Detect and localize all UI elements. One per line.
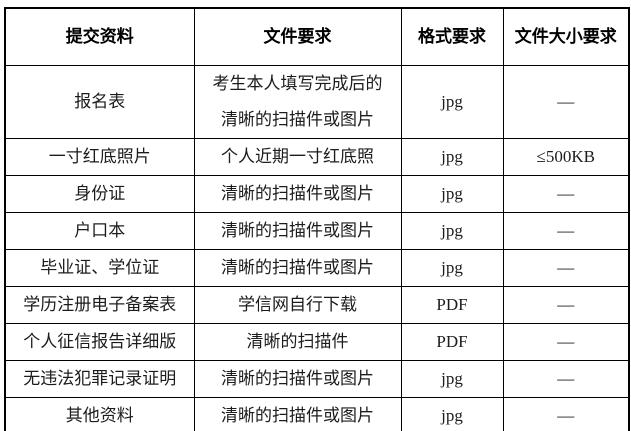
material-cell: 个人征信报告详细版 bbox=[4, 323, 195, 361]
requirement-cell: 清晰的扫描件 bbox=[193, 323, 402, 361]
size-cell: — bbox=[502, 65, 630, 139]
format-cell: jpg bbox=[400, 249, 504, 287]
format-cell: jpg bbox=[400, 397, 504, 431]
requirement-cell: 清晰的扫描件或图片 bbox=[193, 397, 402, 431]
requirement-cell: 清晰的扫描件或图片 bbox=[193, 360, 402, 398]
size-cell: — bbox=[502, 175, 630, 213]
size-cell: — bbox=[502, 249, 630, 287]
table-row: 户口本 清晰的扫描件或图片 jpg — bbox=[4, 212, 630, 250]
format-cell: jpg bbox=[400, 65, 504, 139]
table-row: 一寸红底照片 个人近期一寸红底照 jpg ≤500KB bbox=[4, 138, 630, 176]
size-cell: — bbox=[502, 323, 630, 361]
header-row: 提交资料 文件要求 格式要求 文件大小要求 bbox=[4, 7, 630, 66]
column-header-file-requirement: 文件要求 bbox=[193, 7, 402, 66]
material-cell: 毕业证、学位证 bbox=[4, 249, 195, 287]
size-cell: — bbox=[502, 212, 630, 250]
format-cell: jpg bbox=[400, 212, 504, 250]
format-cell: PDF bbox=[400, 286, 504, 324]
requirement-cell: 清晰的扫描件或图片 bbox=[193, 249, 402, 287]
table-row: 无违法犯罪记录证明 清晰的扫描件或图片 jpg — bbox=[4, 360, 630, 398]
format-cell: jpg bbox=[400, 138, 504, 176]
material-cell: 其他资料 bbox=[4, 397, 195, 431]
size-cell: — bbox=[502, 360, 630, 398]
size-cell: ≤500KB bbox=[502, 138, 630, 176]
size-cell: — bbox=[502, 286, 630, 324]
material-cell: 身份证 bbox=[4, 175, 195, 213]
column-header-size-requirement: 文件大小要求 bbox=[502, 7, 630, 66]
table-row: 身份证 清晰的扫描件或图片 jpg — bbox=[4, 175, 630, 213]
table-row: 其他资料 清晰的扫描件或图片 jpg — bbox=[4, 397, 630, 431]
requirement-cell: 清晰的扫描件或图片 bbox=[193, 212, 402, 250]
requirement-cell: 清晰的扫描件或图片 bbox=[193, 175, 402, 213]
size-cell: — bbox=[502, 397, 630, 431]
requirement-cell: 学信网自行下载 bbox=[193, 286, 402, 324]
format-cell: jpg bbox=[400, 360, 504, 398]
table-row: 个人征信报告详细版 清晰的扫描件 PDF — bbox=[4, 323, 630, 361]
material-cell: 学历注册电子备案表 bbox=[4, 286, 195, 324]
material-cell: 无违法犯罪记录证明 bbox=[4, 360, 195, 398]
requirement-cell: 考生本人填写完成后的 清晰的扫描件或图片 bbox=[193, 65, 402, 139]
column-header-material: 提交资料 bbox=[4, 7, 195, 66]
column-header-format-requirement: 格式要求 bbox=[400, 7, 504, 66]
material-cell: 户口本 bbox=[4, 212, 195, 250]
submission-requirements-table: 提交资料 文件要求 格式要求 文件大小要求 报名表 考生本人填写完成后的 清晰的… bbox=[4, 7, 630, 431]
format-cell: PDF bbox=[400, 323, 504, 361]
requirement-cell: 个人近期一寸红底照 bbox=[193, 138, 402, 176]
material-cell: 报名表 bbox=[4, 65, 195, 139]
format-cell: jpg bbox=[400, 175, 504, 213]
table-row: 报名表 考生本人填写完成后的 清晰的扫描件或图片 jpg — bbox=[4, 65, 630, 139]
table-row: 毕业证、学位证 清晰的扫描件或图片 jpg — bbox=[4, 249, 630, 287]
table-row: 学历注册电子备案表 学信网自行下载 PDF — bbox=[4, 286, 630, 324]
material-cell: 一寸红底照片 bbox=[4, 138, 195, 176]
